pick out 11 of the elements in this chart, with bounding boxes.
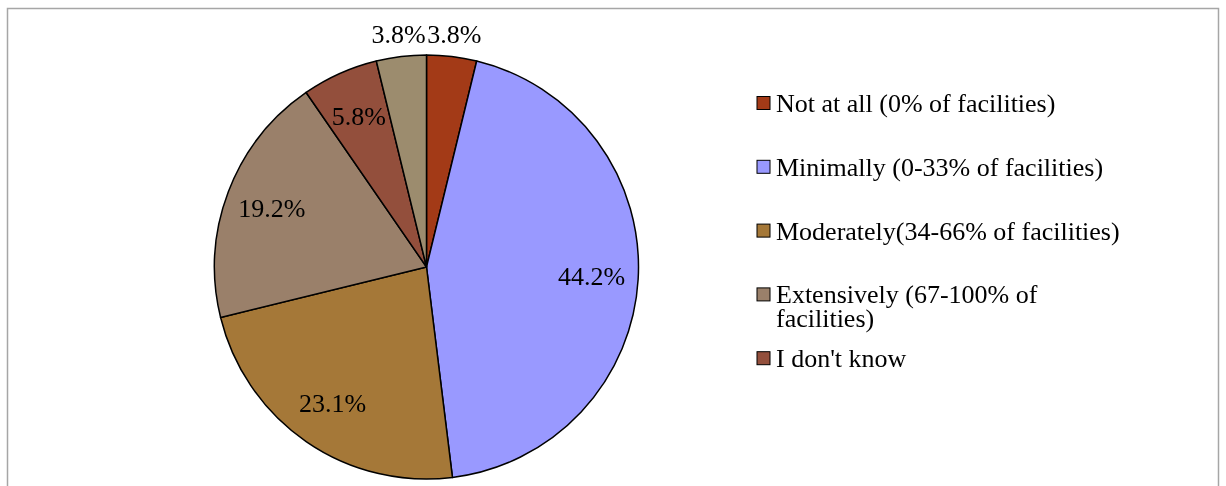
data-label: 3.8% [371,20,426,50]
legend-label: I don't know [776,343,907,373]
data-label: 23.1% [299,388,367,418]
data-label: 44.2% [557,262,626,292]
legend-label: Extensively (67-100% of facilities) [776,279,1038,333]
legend-label: Minimally (0-33% of facilities) [776,152,1104,182]
data-label: 5.8% [331,101,386,131]
data-label: 19.2% [238,193,306,223]
legend-label: Not at all (0% of facilities) [776,88,1056,118]
data-label: 3.8% [427,20,482,50]
legend-label: Moderately(34-66% of facilities) [776,216,1120,246]
